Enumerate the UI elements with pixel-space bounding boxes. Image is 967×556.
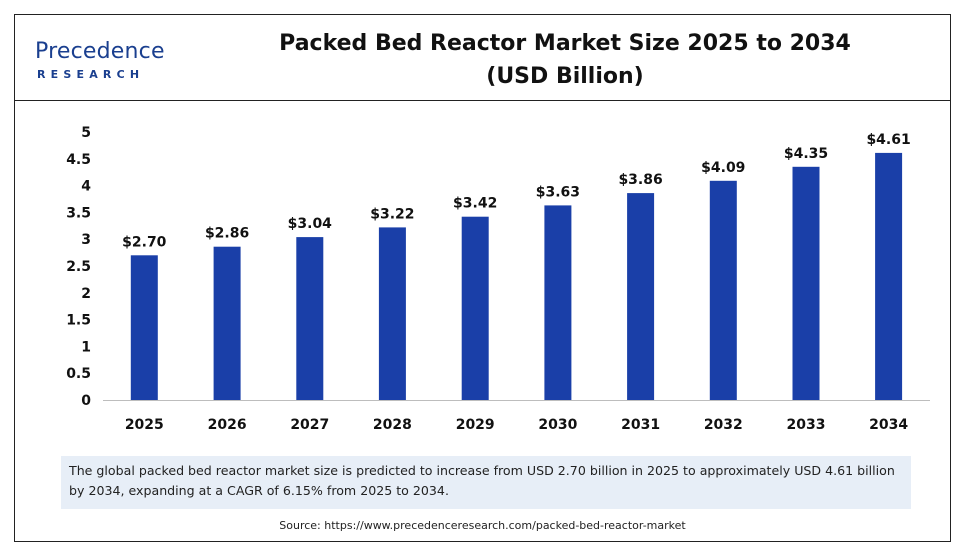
- value-label-2026: $2.86: [205, 226, 249, 242]
- x-tick-label-2033: 2033: [787, 417, 826, 433]
- logo-wordmark: Precedence: [35, 39, 165, 64]
- y-tick-label: 3.5: [66, 205, 91, 221]
- y-tick-label: 0.5: [66, 366, 91, 382]
- value-label-2034: $4.61: [866, 132, 910, 148]
- x-tick-label-2029: 2029: [456, 417, 495, 433]
- chart-title: Packed Bed Reactor Market Size 2025 to 2…: [245, 27, 885, 93]
- value-label-2031: $3.86: [618, 172, 662, 188]
- value-label-2025: $2.70: [122, 234, 167, 250]
- x-tick-label-2027: 2027: [290, 417, 329, 433]
- x-tick-label-2030: 2030: [538, 417, 577, 433]
- bar-2029: [461, 216, 489, 400]
- y-tick-label: 0: [81, 393, 91, 409]
- y-axis-tick-labels: 0 0.5 1 1.5 2 2.5 3 3.5 4 4.5 5: [66, 125, 91, 409]
- brand-logo: Precedence RESEARCH: [35, 39, 185, 89]
- value-label-2030: $3.63: [536, 184, 580, 200]
- y-tick-label: 1: [81, 339, 91, 355]
- bar-2026: [213, 246, 241, 400]
- x-tick-label-2034: 2034: [869, 417, 908, 433]
- chart-title-line-2: (USD Billion): [486, 64, 644, 89]
- bar-2033: [792, 166, 820, 400]
- value-label-2029: $3.42: [453, 196, 497, 212]
- chart-frame: Precedence RESEARCH Packed Bed Reactor M…: [14, 14, 951, 542]
- y-tick-label: 5: [81, 125, 91, 141]
- bar-chart: 0 0.5 1 1.5 2 2.5 3 3.5 4 4.5 5 $2.70 $2.86 $3.04 $3.…: [66, 125, 930, 433]
- x-tick-label-2028: 2028: [373, 417, 412, 433]
- y-tick-label: 2: [81, 286, 91, 302]
- x-tick-label-2031: 2031: [621, 417, 660, 433]
- y-tick-label: 4: [81, 179, 91, 195]
- source-citation: Source: https://www.precedenceresearch.c…: [279, 519, 686, 532]
- value-label-2032: $4.09: [701, 160, 745, 176]
- bars: [130, 152, 903, 400]
- bar-2032: [709, 180, 737, 400]
- summary-note: The global packed bed reactor market siz…: [61, 456, 911, 509]
- x-tick-label-2026: 2026: [208, 417, 247, 433]
- value-label-2027: $3.04: [288, 216, 333, 232]
- bar-2027: [296, 237, 324, 400]
- bar-2034: [875, 152, 903, 400]
- bar-2030: [544, 205, 572, 400]
- value-label-2033: $4.35: [784, 146, 828, 162]
- summary-note-text: The global packed bed reactor market siz…: [69, 463, 895, 498]
- value-label-2028: $3.22: [370, 206, 414, 222]
- x-tick-label-2025: 2025: [125, 417, 164, 433]
- bar-2031: [627, 193, 655, 400]
- x-axis-tick-labels: 2025 2026 2027 2028 2029 2030 2031 2032 2033 2034: [125, 417, 909, 433]
- bar-2025: [130, 255, 158, 400]
- x-tick-label-2032: 2032: [704, 417, 743, 433]
- y-tick-label: 1.5: [66, 313, 91, 329]
- chart-title-line-1: Packed Bed Reactor Market Size 2025 to 2…: [279, 31, 851, 56]
- header: Precedence RESEARCH Packed Bed Reactor M…: [15, 15, 950, 101]
- logo-subtitle: RESEARCH: [37, 68, 145, 81]
- bar-value-labels: $2.70 $2.86 $3.04 $3.22 $3.42 $3.63 $3.86 $4.09…: [122, 132, 911, 250]
- bar-2028: [378, 227, 406, 400]
- y-tick-label: 3: [81, 232, 91, 248]
- y-tick-label: 4.5: [66, 152, 91, 168]
- y-tick-label: 2.5: [66, 259, 91, 275]
